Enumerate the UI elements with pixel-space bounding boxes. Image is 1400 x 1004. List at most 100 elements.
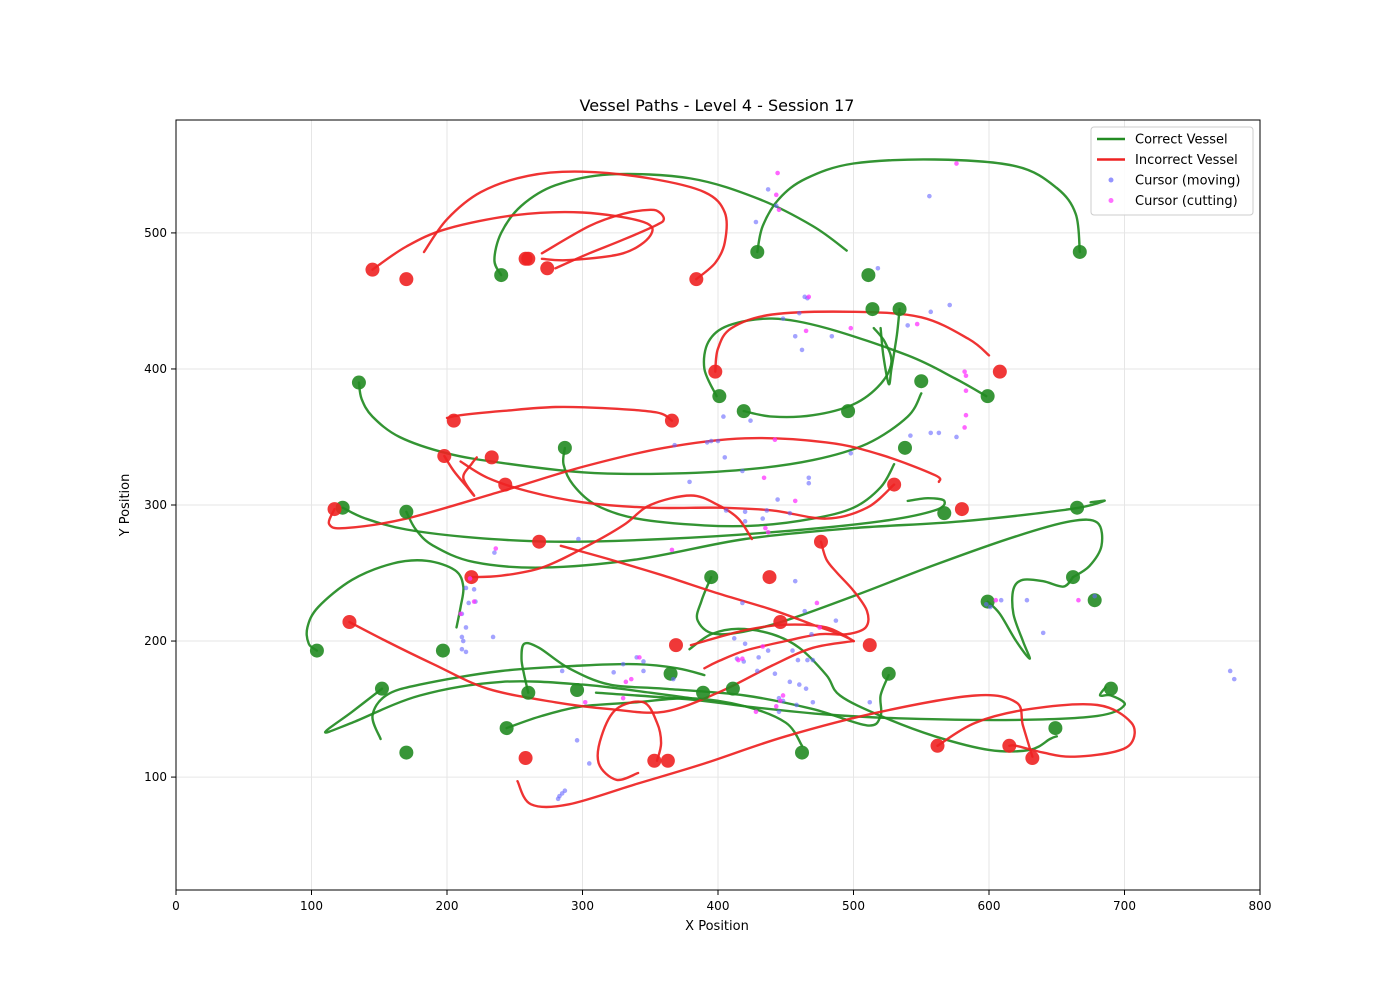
legend: Correct Vessel Incorrect Vessel Cursor (mo… xyxy=(1090,126,1254,216)
correct-vessel-marker xyxy=(1072,244,1087,259)
cursor-moving-point xyxy=(928,309,934,315)
y-tick-label: 500 xyxy=(144,226,167,240)
legend-label: Correct Vessel xyxy=(1135,133,1228,148)
cursor-moving-point xyxy=(773,203,779,209)
cursor-moving-point xyxy=(463,625,469,630)
correct-vessel-path xyxy=(493,172,848,277)
cursor-cutting-point xyxy=(772,437,778,442)
correct-vessel-marker xyxy=(399,745,414,760)
cursor-moving-point xyxy=(875,265,881,271)
cursor-cutting-point xyxy=(778,698,783,704)
cursor-moving-point xyxy=(722,455,728,460)
cursor-moving-point xyxy=(802,608,808,614)
y-tick-label: 400 xyxy=(144,362,167,376)
cursor-moving-point xyxy=(792,334,798,339)
cursor-moving-point xyxy=(829,334,835,339)
cursor-moving-point xyxy=(574,738,580,743)
incorrect-vessel-marker xyxy=(930,738,945,753)
cursor-cutting-point xyxy=(760,644,766,649)
correct-vessel-marker xyxy=(937,506,952,521)
incorrect-vessel-path xyxy=(371,210,654,271)
correct-vessel-marker xyxy=(494,268,509,283)
cursor-moving-point xyxy=(795,657,801,663)
cursor-moving-point xyxy=(471,587,477,592)
correct-vessel-marker xyxy=(881,666,896,681)
correct-vessel-marker xyxy=(736,404,751,419)
cursor-cutting-point xyxy=(740,656,745,662)
legend-dot-swatch xyxy=(1108,198,1114,203)
cursor-cutting-point xyxy=(848,325,854,331)
cursor-cutting-point xyxy=(458,611,463,617)
cursor-moving-point xyxy=(704,440,710,445)
cursor-cutting-point xyxy=(963,373,969,379)
cursor-moving-point xyxy=(792,578,798,584)
correct-vessel-path xyxy=(305,559,465,652)
incorrect-vessel-marker xyxy=(399,272,414,287)
legend-entry: Cursor (cutting) xyxy=(1108,194,1238,209)
correct-vessel-path xyxy=(371,662,706,741)
correct-vessel-marker xyxy=(704,570,719,585)
cursor-moving-point xyxy=(790,648,795,653)
cursor-cutting-point xyxy=(914,321,920,327)
x-tick-label: 700 xyxy=(1113,899,1136,913)
cursor-moving-point xyxy=(641,668,646,674)
correct-vessel-marker xyxy=(351,375,366,390)
correct-vessel-marker xyxy=(557,440,572,455)
cursor-cutting-point xyxy=(736,657,741,663)
legend-entry: Incorrect Vessel xyxy=(1097,153,1238,168)
cursor-moving-point xyxy=(794,702,799,708)
correct-vessel-marker xyxy=(1103,681,1118,696)
cursor-moving-point xyxy=(833,618,839,623)
correct-vessel-marker xyxy=(712,389,727,404)
incorrect-vessel-marker xyxy=(437,449,452,464)
incorrect-vessel-marker xyxy=(689,272,704,287)
cursor-moving-point xyxy=(740,600,745,606)
cursor-moving-point xyxy=(756,655,761,660)
cursor-moving-point xyxy=(780,316,786,321)
cursor-moving-point xyxy=(1092,593,1097,599)
vessel-markers xyxy=(309,244,1118,768)
correct-vessel-path xyxy=(695,518,1104,636)
incorrect-vessel-marker xyxy=(992,364,1007,379)
cursor-moving-point xyxy=(867,699,873,705)
cursor-cutting-point xyxy=(803,328,809,334)
correct-vessel-marker xyxy=(841,404,856,419)
cursor-cutting-point xyxy=(963,412,969,418)
axis-ticks: 0 100 200 300 400 500 600 700 800 100 200 300 400 500 xyxy=(144,226,1271,913)
x-tick-label: 800 xyxy=(1249,899,1272,913)
cursor-moving-point xyxy=(1024,597,1030,603)
legend-box xyxy=(1090,126,1254,216)
cursor-cutting-point xyxy=(669,547,675,553)
correct-vessel-marker xyxy=(696,685,711,700)
x-tick-label: 500 xyxy=(842,899,865,913)
cursor-moving-point xyxy=(803,686,809,691)
cursor-moving-point xyxy=(764,508,770,513)
cursor-moving-point xyxy=(687,479,692,485)
incorrect-vessel-marker xyxy=(1002,738,1017,753)
correct-vessel-marker xyxy=(1070,500,1085,515)
incorrect-vessel-marker xyxy=(521,251,536,266)
incorrect-vessel-path xyxy=(327,436,942,530)
cursor-moving-point xyxy=(954,434,959,440)
incorrect-vessel-path xyxy=(470,494,754,579)
legend-entry: Correct Vessel xyxy=(1097,133,1228,148)
y-tick-label: 100 xyxy=(144,770,167,784)
correct-vessel-path xyxy=(341,497,946,543)
cursor-moving-point xyxy=(799,347,805,353)
correct-vessel-marker xyxy=(399,504,414,519)
cursor-cutting-point xyxy=(962,369,967,374)
incorrect-vessel-marker xyxy=(762,570,777,585)
cursor-cutting-point xyxy=(775,170,780,176)
cursor-moving-point xyxy=(721,414,726,419)
cursor-moving-point xyxy=(787,510,793,516)
cursor-moving-point xyxy=(760,516,766,521)
cursor-moving-point xyxy=(928,430,934,436)
cursor-cutting-point xyxy=(773,704,779,709)
cursor-moving-point xyxy=(765,648,771,653)
x-tick-label: 400 xyxy=(707,899,730,913)
cursor-cutting-point xyxy=(753,709,759,715)
x-tick-label: 600 xyxy=(978,899,1001,913)
correct-vessel-marker xyxy=(499,721,514,736)
incorrect-vessel-marker xyxy=(342,614,357,629)
incorrect-vessel-marker xyxy=(484,450,499,465)
